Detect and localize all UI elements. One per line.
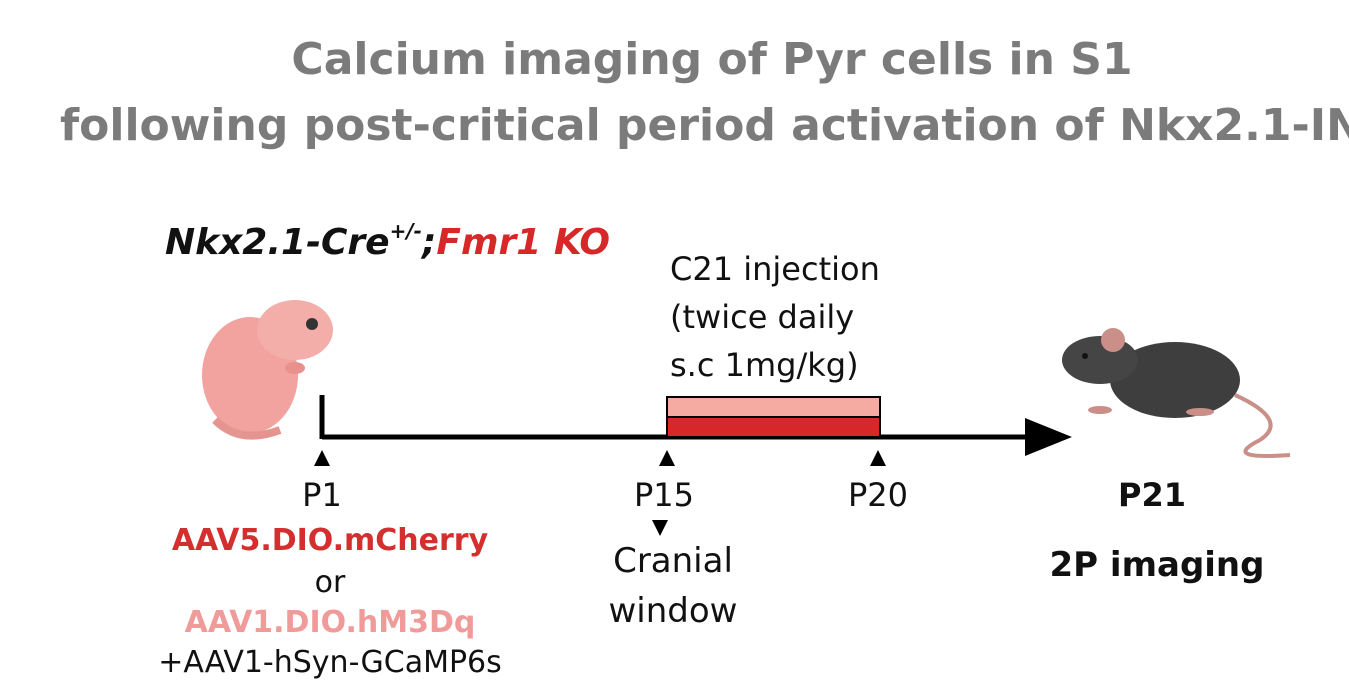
treatment-line: (twice daily: [670, 298, 854, 336]
procedure-label: Cranial: [613, 541, 733, 581]
tick-arrow: [659, 450, 675, 466]
treatment-line: C21 injection: [670, 250, 880, 288]
treatment-bar: [666, 396, 881, 418]
down-arrow: [652, 520, 668, 536]
virus-label: +AAV1-hSyn-GCaMP6s: [158, 645, 502, 680]
virus-label: AAV5.DIO.mCherry: [172, 523, 489, 558]
genotype-superscript: +/-: [390, 219, 422, 243]
timepoint-label: P21: [1118, 476, 1186, 514]
title-line: following post-critical period activatio…: [60, 100, 1349, 151]
timepoint-label: P1: [302, 476, 342, 514]
genotype-highlight: Fmr1 KO: [436, 222, 610, 263]
virus-label: AAV1.DIO.hM3Dq: [185, 605, 476, 640]
timeline-arrowhead: [1025, 418, 1072, 456]
treatment-line: s.c 1mg/kg): [670, 346, 859, 384]
virus-label: or: [315, 565, 346, 600]
procedure-label: window: [609, 591, 738, 631]
tick-arrow: [870, 450, 886, 466]
pup-icon: [202, 300, 333, 440]
tick-arrow: [314, 450, 330, 466]
imaging-label: 2P imaging: [1050, 545, 1265, 585]
title-line: Calcium imaging of Pyr cells in S1: [291, 34, 1132, 85]
genotype: Nkx2.1-Cre+/-;Fmr1 KO: [165, 219, 610, 263]
treatment-bar: [666, 416, 881, 438]
timepoint-label: P20: [848, 476, 908, 514]
genotype-separator: ;: [420, 222, 436, 263]
timepoint-label: P15: [634, 476, 694, 514]
genotype-strain: Nkx2.1-Cre: [165, 222, 390, 263]
mouse-icon: [1062, 328, 1291, 458]
